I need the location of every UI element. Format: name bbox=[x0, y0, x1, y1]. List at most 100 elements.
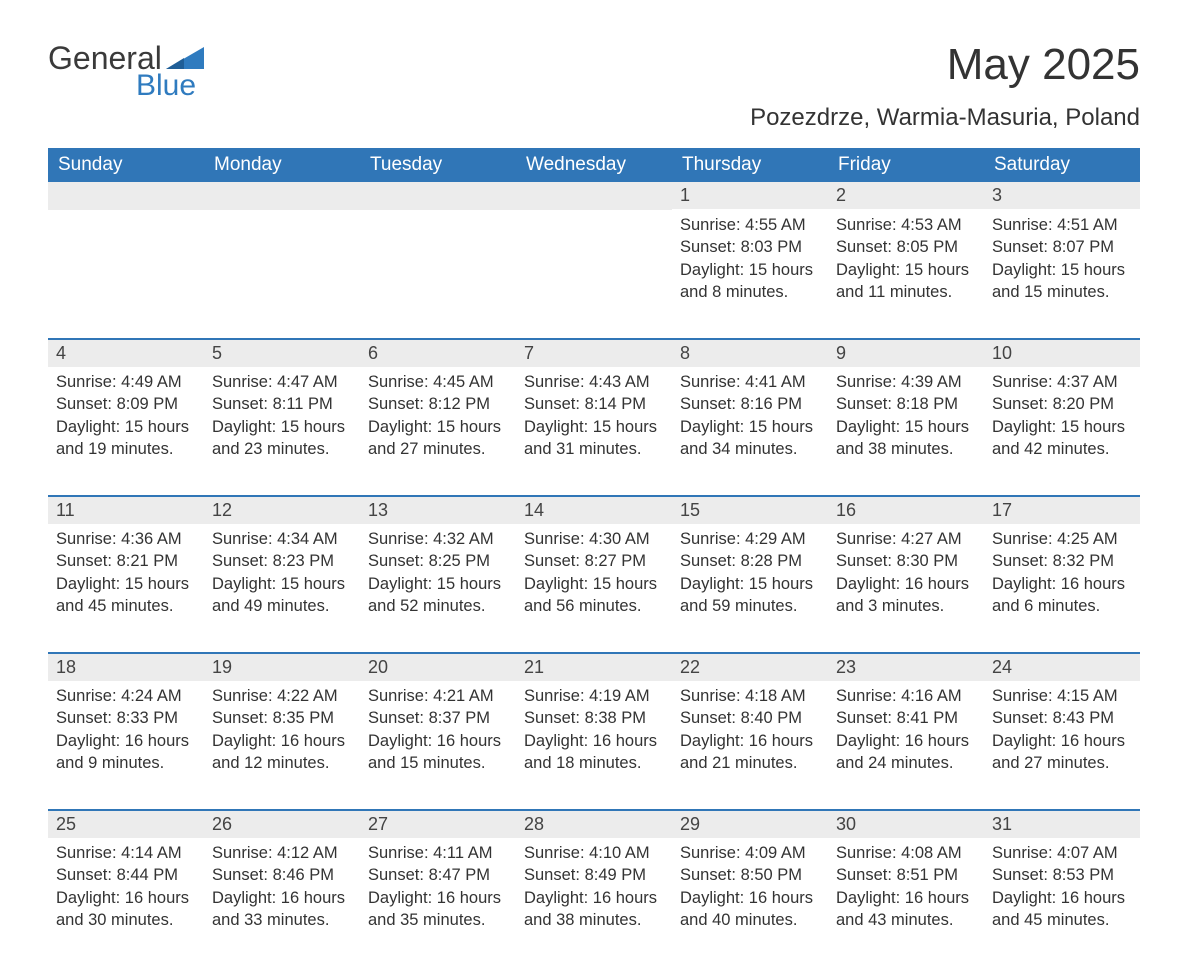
sunrise-line: Sunrise: 4:16 AM bbox=[836, 685, 976, 707]
daylight-line: Daylight: 15 hours and 59 minutes. bbox=[680, 573, 820, 618]
sunrise-value: 4:36 AM bbox=[121, 530, 182, 548]
sunset-value: 8:53 PM bbox=[1053, 866, 1114, 884]
daylight-label: Daylight: bbox=[524, 732, 588, 750]
sunset-line: Sunset: 8:03 PM bbox=[680, 236, 820, 258]
day-body: Sunrise: 4:19 AMSunset: 8:38 PMDaylight:… bbox=[516, 681, 672, 784]
daylight-label: Daylight: bbox=[56, 418, 120, 436]
day-number: 18 bbox=[48, 652, 204, 681]
day-body: Sunrise: 4:18 AMSunset: 8:40 PMDaylight:… bbox=[672, 681, 828, 784]
sunrise-label: Sunrise: bbox=[368, 844, 429, 862]
daylight-line: Daylight: 16 hours and 43 minutes. bbox=[836, 887, 976, 932]
day-number: 9 bbox=[828, 338, 984, 367]
day-number-empty bbox=[48, 182, 204, 210]
day-cell: Sunrise: 4:08 AMSunset: 8:51 PMDaylight:… bbox=[828, 838, 984, 966]
day-cell: Sunrise: 4:12 AMSunset: 8:46 PMDaylight:… bbox=[204, 838, 360, 966]
weekday-header: Thursday bbox=[672, 148, 828, 182]
logo-word2: Blue bbox=[136, 69, 204, 103]
sunset-label: Sunset: bbox=[368, 552, 424, 570]
daylight-label: Daylight: bbox=[992, 261, 1056, 279]
day-body: Sunrise: 4:07 AMSunset: 8:53 PMDaylight:… bbox=[984, 838, 1140, 941]
day-cell: Sunrise: 4:45 AMSunset: 8:12 PMDaylight:… bbox=[360, 367, 516, 495]
day-cell: Sunrise: 4:24 AMSunset: 8:33 PMDaylight:… bbox=[48, 681, 204, 809]
sunrise-value: 4:30 AM bbox=[589, 530, 650, 548]
day-body: Sunrise: 4:32 AMSunset: 8:25 PMDaylight:… bbox=[360, 524, 516, 627]
sunset-line: Sunset: 8:50 PM bbox=[680, 864, 820, 886]
week-body-row: Sunrise: 4:36 AMSunset: 8:21 PMDaylight:… bbox=[48, 524, 1140, 652]
day-body: Sunrise: 4:12 AMSunset: 8:46 PMDaylight:… bbox=[204, 838, 360, 941]
daylight-line: Daylight: 16 hours and 35 minutes. bbox=[368, 887, 508, 932]
sunset-value: 8:23 PM bbox=[273, 552, 334, 570]
sunrise-value: 4:45 AM bbox=[433, 373, 494, 391]
sunrise-label: Sunrise: bbox=[992, 844, 1053, 862]
sunrise-label: Sunrise: bbox=[368, 373, 429, 391]
day-number-empty bbox=[360, 182, 516, 210]
daylight-line: Daylight: 16 hours and 12 minutes. bbox=[212, 730, 352, 775]
day-number: 30 bbox=[828, 809, 984, 838]
title-block: May 2025 Pozezdrze, Warmia-Masuria, Pola… bbox=[750, 40, 1140, 142]
day-cell: Sunrise: 4:22 AMSunset: 8:35 PMDaylight:… bbox=[204, 681, 360, 809]
sunset-label: Sunset: bbox=[368, 709, 424, 727]
sunrise-line: Sunrise: 4:53 AM bbox=[836, 214, 976, 236]
daylight-line: Daylight: 15 hours and 52 minutes. bbox=[368, 573, 508, 618]
daylight-line: Daylight: 16 hours and 6 minutes. bbox=[992, 573, 1132, 618]
sunset-label: Sunset: bbox=[992, 552, 1048, 570]
daylight-line: Daylight: 16 hours and 21 minutes. bbox=[680, 730, 820, 775]
sunset-label: Sunset: bbox=[524, 552, 580, 570]
day-number-empty bbox=[204, 182, 360, 210]
daylight-label: Daylight: bbox=[680, 732, 744, 750]
day-body: Sunrise: 4:16 AMSunset: 8:41 PMDaylight:… bbox=[828, 681, 984, 784]
daylight-label: Daylight: bbox=[836, 889, 900, 907]
sunrise-value: 4:49 AM bbox=[121, 373, 182, 391]
day-cell: Sunrise: 4:27 AMSunset: 8:30 PMDaylight:… bbox=[828, 524, 984, 652]
sunrise-value: 4:09 AM bbox=[745, 844, 806, 862]
day-body: Sunrise: 4:25 AMSunset: 8:32 PMDaylight:… bbox=[984, 524, 1140, 627]
day-body: Sunrise: 4:45 AMSunset: 8:12 PMDaylight:… bbox=[360, 367, 516, 470]
sunset-line: Sunset: 8:16 PM bbox=[680, 393, 820, 415]
sunrise-line: Sunrise: 4:21 AM bbox=[368, 685, 508, 707]
sunrise-line: Sunrise: 4:30 AM bbox=[524, 528, 664, 550]
sunset-value: 8:20 PM bbox=[1053, 395, 1114, 413]
sunrise-line: Sunrise: 4:55 AM bbox=[680, 214, 820, 236]
daylight-label: Daylight: bbox=[212, 889, 276, 907]
day-cell: Sunrise: 4:53 AMSunset: 8:05 PMDaylight:… bbox=[828, 210, 984, 338]
day-body: Sunrise: 4:30 AMSunset: 8:27 PMDaylight:… bbox=[516, 524, 672, 627]
sunset-line: Sunset: 8:43 PM bbox=[992, 707, 1132, 729]
day-number: 10 bbox=[984, 338, 1140, 367]
day-number: 7 bbox=[516, 338, 672, 367]
day-cell: Sunrise: 4:55 AMSunset: 8:03 PMDaylight:… bbox=[672, 210, 828, 338]
daylight-label: Daylight: bbox=[836, 575, 900, 593]
daylight-line: Daylight: 16 hours and 27 minutes. bbox=[992, 730, 1132, 775]
day-number: 3 bbox=[984, 182, 1140, 209]
sunset-value: 8:07 PM bbox=[1053, 238, 1114, 256]
sunset-line: Sunset: 8:47 PM bbox=[368, 864, 508, 886]
day-body: Sunrise: 4:27 AMSunset: 8:30 PMDaylight:… bbox=[828, 524, 984, 627]
sunrise-value: 4:27 AM bbox=[901, 530, 962, 548]
sunrise-line: Sunrise: 4:49 AM bbox=[56, 371, 196, 393]
day-cell: Sunrise: 4:41 AMSunset: 8:16 PMDaylight:… bbox=[672, 367, 828, 495]
sunset-line: Sunset: 8:40 PM bbox=[680, 707, 820, 729]
daylight-line: Daylight: 16 hours and 9 minutes. bbox=[56, 730, 196, 775]
day-number: 8 bbox=[672, 338, 828, 367]
sunset-line: Sunset: 8:05 PM bbox=[836, 236, 976, 258]
day-number: 2 bbox=[828, 182, 984, 209]
day-body: Sunrise: 4:08 AMSunset: 8:51 PMDaylight:… bbox=[828, 838, 984, 941]
day-number: 12 bbox=[204, 495, 360, 524]
sunset-line: Sunset: 8:07 PM bbox=[992, 236, 1132, 258]
sunrise-value: 4:51 AM bbox=[1057, 216, 1118, 234]
day-cell bbox=[516, 210, 672, 338]
week-daynum-row: 18192021222324 bbox=[48, 652, 1140, 681]
weekday-header: Wednesday bbox=[516, 148, 672, 182]
day-cell bbox=[48, 210, 204, 338]
day-cell: Sunrise: 4:18 AMSunset: 8:40 PMDaylight:… bbox=[672, 681, 828, 809]
sunrise-label: Sunrise: bbox=[836, 687, 897, 705]
sunset-label: Sunset: bbox=[212, 395, 268, 413]
sunset-value: 8:49 PM bbox=[585, 866, 646, 884]
day-number-empty bbox=[516, 182, 672, 210]
sunset-value: 8:33 PM bbox=[117, 709, 178, 727]
daylight-label: Daylight: bbox=[992, 575, 1056, 593]
sunrise-value: 4:21 AM bbox=[433, 687, 494, 705]
sunset-line: Sunset: 8:20 PM bbox=[992, 393, 1132, 415]
day-body: Sunrise: 4:21 AMSunset: 8:37 PMDaylight:… bbox=[360, 681, 516, 784]
daylight-label: Daylight: bbox=[212, 732, 276, 750]
daylight-label: Daylight: bbox=[680, 889, 744, 907]
